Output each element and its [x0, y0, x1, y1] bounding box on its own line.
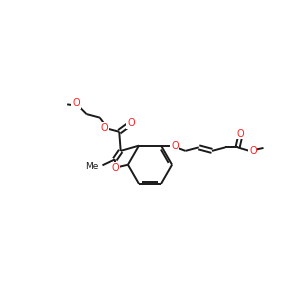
Text: O: O [127, 118, 135, 128]
Text: O: O [101, 123, 108, 133]
Text: O: O [249, 146, 257, 157]
Text: Me: Me [85, 162, 98, 171]
Text: O: O [237, 128, 244, 139]
Text: O: O [112, 163, 119, 173]
Text: O: O [72, 98, 80, 108]
Text: O: O [171, 141, 179, 151]
